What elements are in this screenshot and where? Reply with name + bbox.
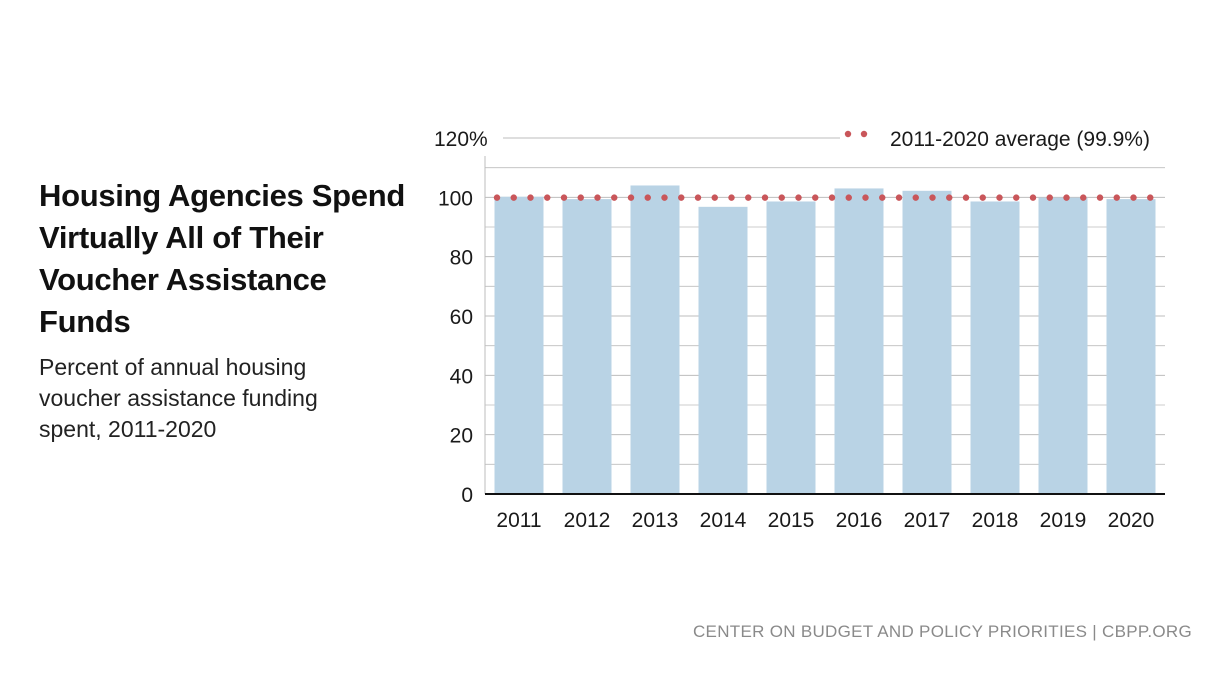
average-dot	[778, 194, 785, 201]
average-dot	[761, 194, 769, 201]
average-dot	[828, 194, 836, 201]
average-dot	[1029, 194, 1037, 201]
chart-subtitle: Percent of annual housing voucher assist…	[39, 354, 318, 442]
legend-label: 2011-2020 average (99.9%)	[890, 128, 1150, 151]
average-dot	[912, 194, 919, 201]
average-dot	[862, 194, 869, 201]
y-tick-label: 100	[438, 187, 473, 210]
y-tick-label: 20	[450, 425, 473, 448]
average-dot	[996, 194, 1003, 201]
average-dot	[812, 194, 819, 201]
average-dot	[544, 194, 551, 201]
y-tick-label: 0	[461, 484, 473, 507]
x-tick-label: 2016	[836, 509, 883, 532]
chart-title: Housing Agencies Spend Virtually All of …	[39, 178, 406, 339]
x-tick-label: 2017	[904, 509, 951, 532]
average-dot	[560, 194, 568, 201]
average-dot	[594, 194, 601, 201]
x-tick-label: 2020	[1108, 509, 1155, 532]
average-dot	[728, 194, 735, 201]
average-dot	[962, 194, 970, 201]
average-dot	[879, 194, 886, 201]
x-tick-label: 2013	[632, 509, 679, 532]
average-dot	[694, 194, 702, 201]
average-dot	[1080, 194, 1087, 201]
bars	[494, 185, 1156, 495]
average-dot	[929, 194, 936, 201]
average-dot	[946, 194, 953, 201]
average-dot	[661, 194, 668, 201]
axes: 0 20 40 60 80 100 120% 2011 2012 2013 2014 2015 2016…	[434, 128, 1165, 532]
y-tick-label: 80	[450, 247, 473, 270]
y-tick-label: 60	[450, 306, 473, 329]
source-credit: CENTER ON BUDGET AND POLICY PRIORITIES |…	[692, 622, 1192, 641]
average-dot	[845, 194, 852, 201]
average-dot	[979, 194, 986, 201]
legend: 2011-2020 average (99.9%)	[844, 128, 1150, 151]
average-line	[493, 194, 1154, 201]
average-dot	[577, 194, 584, 201]
average-dot	[627, 194, 635, 201]
bar-2020	[1106, 199, 1156, 494]
x-tick-label: 2011	[496, 509, 541, 532]
bar-2013	[630, 185, 680, 494]
legend-dot	[860, 130, 868, 138]
bar-2019	[1038, 197, 1088, 494]
bar-2015	[766, 201, 816, 494]
bar-2017	[902, 190, 952, 494]
x-tick-label: 2015	[768, 509, 815, 532]
average-dot	[895, 194, 903, 201]
average-dot	[644, 194, 651, 201]
average-dot	[1096, 194, 1104, 201]
average-dot	[510, 194, 517, 201]
x-tick-label: 2012	[564, 509, 611, 532]
y-tick-label: 40	[450, 365, 473, 388]
average-dot	[1013, 194, 1020, 201]
legend-dot	[844, 130, 852, 138]
average-dot	[1130, 194, 1137, 201]
bar-2018	[970, 201, 1020, 494]
average-dot	[711, 194, 718, 201]
average-dot	[795, 194, 802, 201]
x-tick-label: 2014	[700, 509, 747, 532]
average-dot	[493, 194, 501, 201]
bar-2016	[834, 188, 884, 494]
bar-2014	[698, 206, 748, 494]
average-dot	[745, 194, 752, 201]
average-dot	[1113, 194, 1120, 201]
bar-2012	[562, 199, 612, 494]
average-dot	[678, 194, 685, 201]
average-dot	[1063, 194, 1070, 201]
x-tick-label: 2019	[1040, 509, 1087, 532]
average-dot	[1046, 194, 1053, 201]
bar-2011	[494, 196, 544, 495]
average-dot	[527, 194, 534, 201]
x-tick-label: 2018	[972, 509, 1019, 532]
average-dot	[611, 194, 618, 201]
average-dot	[1147, 194, 1154, 201]
y-tick-label: 120%	[434, 128, 488, 151]
